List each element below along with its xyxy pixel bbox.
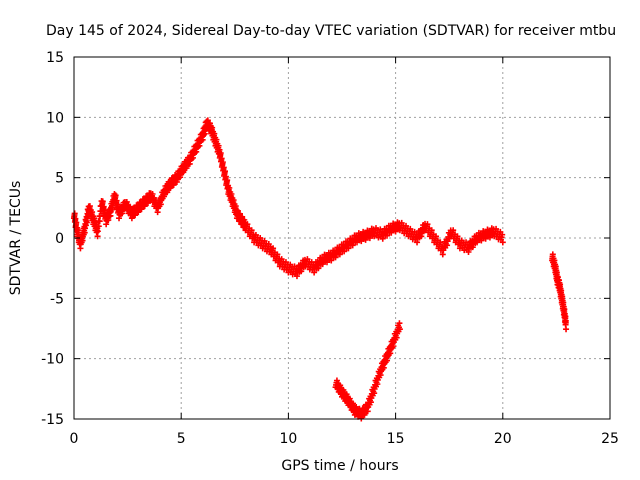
y-tick-label: -15 (41, 412, 64, 428)
data-point (274, 251, 281, 258)
data-point (219, 159, 226, 166)
axis-ticks: 0 5 10 15 20 25 -15 -10 -5 0 5 10 15 (41, 50, 619, 447)
data-point (563, 326, 570, 333)
data-point (215, 142, 222, 149)
data-series (71, 117, 570, 422)
data-point (396, 320, 403, 327)
data-point (337, 382, 344, 389)
x-tick-label: 15 (387, 431, 405, 447)
data-point (224, 177, 231, 184)
data-point (209, 124, 216, 131)
data-point (127, 203, 134, 210)
data-point (499, 231, 506, 238)
data-point (343, 391, 350, 398)
x-tick-label: 25 (601, 431, 619, 447)
y-tick-label: -5 (50, 291, 64, 307)
data-point (112, 192, 119, 199)
grid (74, 57, 610, 419)
x-tick-label: 0 (70, 431, 79, 447)
data-point (222, 173, 229, 180)
data-point (333, 377, 340, 384)
data-point (100, 203, 107, 210)
data-point (94, 228, 101, 235)
data-point (226, 184, 233, 191)
data-point (346, 395, 353, 402)
data-point (213, 136, 220, 143)
data-point (244, 221, 251, 228)
x-tick-label: 10 (279, 431, 297, 447)
data-point (350, 400, 357, 407)
data-point (71, 210, 78, 217)
series-main-track (71, 117, 506, 280)
data-point (433, 233, 440, 240)
data-point (221, 168, 228, 175)
data-point (99, 198, 106, 205)
data-point (428, 227, 435, 234)
data-point (101, 207, 108, 214)
data-point (113, 197, 120, 204)
data-point (248, 227, 255, 234)
y-tick-label: 5 (55, 171, 64, 187)
y-tick-label: -10 (41, 352, 64, 368)
data-point (91, 215, 98, 222)
data-point (97, 213, 104, 220)
data-point (89, 209, 96, 216)
data-point (94, 233, 101, 240)
data-point (86, 203, 93, 210)
data-point (218, 155, 225, 162)
data-point (95, 223, 102, 230)
y-tick-label: 0 (55, 231, 64, 247)
data-point (230, 197, 237, 204)
x-tick-label: 20 (494, 431, 512, 447)
data-point (96, 218, 103, 225)
data-point (396, 326, 403, 333)
data-point (72, 215, 79, 222)
data-point (450, 227, 457, 234)
data-point (123, 198, 130, 205)
x-tick-label: 5 (177, 431, 186, 447)
data-point (114, 201, 121, 208)
series-late-track (549, 251, 570, 333)
data-point (216, 146, 223, 153)
chart-title: Day 145 of 2024, Sidereal Day-to-day VTE… (46, 23, 616, 39)
data-point (228, 191, 235, 198)
data-point (149, 191, 156, 198)
y-axis-title: SDTVAR / TECUs (8, 181, 24, 296)
data-point (454, 233, 461, 240)
x-axis-title: GPS time / hours (281, 458, 398, 474)
y-tick-label: 10 (46, 110, 64, 126)
series-lower-track (332, 320, 403, 422)
data-point (220, 164, 227, 171)
data-point (499, 239, 506, 246)
y-tick-label: 15 (46, 50, 64, 66)
data-point (424, 221, 431, 228)
data-point (211, 130, 218, 137)
data-point (232, 203, 239, 210)
data-point (340, 386, 347, 393)
data-point (562, 317, 569, 324)
data-point (217, 150, 224, 157)
data-point (270, 245, 277, 252)
